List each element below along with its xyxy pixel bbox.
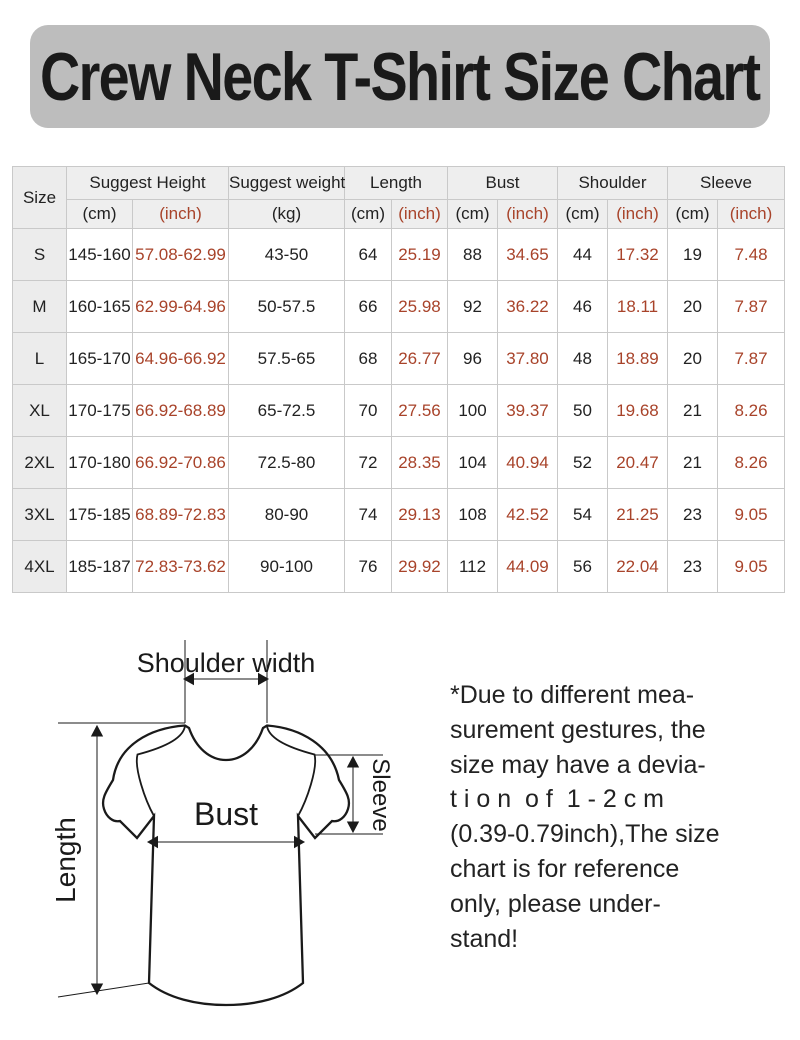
svg-text:Sleeve: Sleeve (367, 758, 394, 831)
svg-text:Bust: Bust (194, 796, 258, 832)
svg-text:Shoulder width: Shoulder width (137, 648, 316, 678)
svg-text:Length: Length (50, 817, 81, 903)
